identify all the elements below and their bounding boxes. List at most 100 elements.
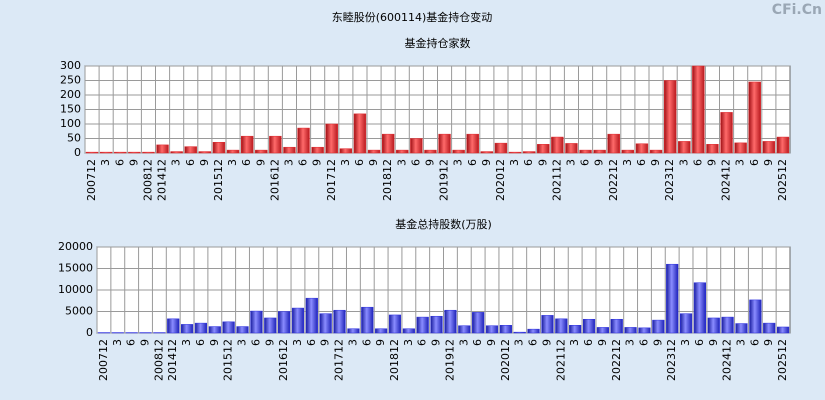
bar <box>347 328 360 334</box>
bar <box>452 149 465 154</box>
x-tick-label: 3 <box>734 339 747 346</box>
x-tick-label: 6 <box>297 159 310 166</box>
bar <box>579 149 592 154</box>
x-tick-label: 201412 <box>156 159 169 201</box>
bar <box>142 151 155 154</box>
x-tick-label: 3 <box>99 159 112 166</box>
bar <box>610 318 623 334</box>
bar <box>635 143 649 154</box>
x-tick-label: 3 <box>508 159 521 166</box>
x-tick-label: 9 <box>319 339 332 346</box>
bar <box>325 123 338 154</box>
x-tick-label: 6 <box>466 159 479 166</box>
chart-title: 基金持仓家数 <box>405 36 471 50</box>
x-tick-label: 202312 <box>665 339 678 381</box>
x-tick-label: 3 <box>624 339 637 346</box>
x-tick-label: 6 <box>522 159 535 166</box>
bar <box>278 311 291 334</box>
bar <box>707 317 720 334</box>
x-tick-label: 9 <box>536 159 549 166</box>
x-tick-label: 202412 <box>721 339 734 381</box>
x-tick-label: 3 <box>564 159 577 166</box>
bar <box>430 315 443 334</box>
bar <box>537 144 550 154</box>
bar <box>353 113 367 154</box>
bar <box>381 133 395 154</box>
x-tick-label: 6 <box>527 339 540 346</box>
y-tick-label: 15000 <box>58 262 93 275</box>
bar <box>156 144 169 154</box>
bar <box>85 151 99 154</box>
bar <box>212 142 226 154</box>
bar <box>692 65 705 154</box>
page-title: 东睦股份(600114)基金持仓变动 <box>332 10 493 24</box>
bar <box>593 149 606 154</box>
bar <box>763 322 776 334</box>
bar <box>485 325 499 334</box>
y-tick-label: 300 <box>60 59 81 72</box>
bar <box>607 133 620 154</box>
x-tick-label: 3 <box>568 339 581 346</box>
x-tick-label: 201612 <box>268 159 281 201</box>
x-tick-label: 201812 <box>381 159 394 201</box>
chart-title: 基金总持股数(万股) <box>395 217 492 231</box>
x-tick-label: 201712 <box>333 339 346 381</box>
x-tick-label: 3 <box>621 159 634 166</box>
bar <box>311 146 324 154</box>
x-tick-label: 9 <box>762 159 775 166</box>
x-tick-label: 9 <box>707 339 720 346</box>
x-tick-label: 9 <box>263 339 276 346</box>
x-tick-label: 6 <box>113 159 126 166</box>
x-tick-label: 202112 <box>554 339 567 381</box>
bar <box>749 299 762 334</box>
bar <box>291 307 305 334</box>
x-tick-label: 3 <box>180 339 193 346</box>
x-tick-label: 6 <box>125 339 138 346</box>
bar <box>396 149 409 154</box>
bar <box>638 327 651 334</box>
y-tick-label: 20000 <box>58 240 93 253</box>
x-tick-label: 6 <box>184 159 197 166</box>
x-tick-label: 3 <box>395 159 408 166</box>
x-tick-label: 6 <box>353 159 366 166</box>
bar <box>652 319 665 334</box>
bar <box>208 326 221 334</box>
x-tick-label: 6 <box>691 159 704 166</box>
x-tick-label: 202212 <box>610 339 623 381</box>
y-tick-label: 0 <box>74 146 81 159</box>
x-tick-label: 6 <box>748 159 761 166</box>
x-tick-label: 9 <box>367 159 380 166</box>
bar <box>416 316 429 334</box>
x-tick-label: 202012 <box>494 159 507 201</box>
bar <box>114 151 127 154</box>
bar <box>499 325 512 334</box>
bar <box>776 326 790 334</box>
x-tick-label: 6 <box>579 159 592 166</box>
x-tick-label: 201812 <box>388 339 401 381</box>
x-tick-label: 6 <box>360 339 373 346</box>
bar <box>236 326 249 334</box>
x-tick-label: 9 <box>423 159 436 166</box>
x-tick-label: 3 <box>513 339 526 346</box>
x-tick-label: 9 <box>374 339 387 346</box>
bar <box>367 149 381 154</box>
x-tick-label: 9 <box>540 339 553 346</box>
bar <box>706 144 719 154</box>
bar <box>167 318 180 334</box>
bar <box>693 282 706 334</box>
x-tick-label: 201712 <box>325 159 338 201</box>
bar <box>582 318 596 334</box>
x-tick-label: 3 <box>452 159 465 166</box>
x-tick-label: 202112 <box>550 159 563 201</box>
x-tick-label: 3 <box>170 159 183 166</box>
x-tick-label: 9 <box>596 339 609 346</box>
bar <box>170 151 183 154</box>
bar <box>181 324 194 334</box>
x-tick-label: 9 <box>485 339 498 346</box>
x-tick-label: 202312 <box>663 159 676 201</box>
y-tick-label: 10000 <box>58 283 93 296</box>
x-tick-label: 3 <box>402 339 415 346</box>
x-tick-label: 9 <box>139 339 152 346</box>
bar <box>240 135 254 154</box>
x-tick-label: 201912 <box>438 159 451 201</box>
